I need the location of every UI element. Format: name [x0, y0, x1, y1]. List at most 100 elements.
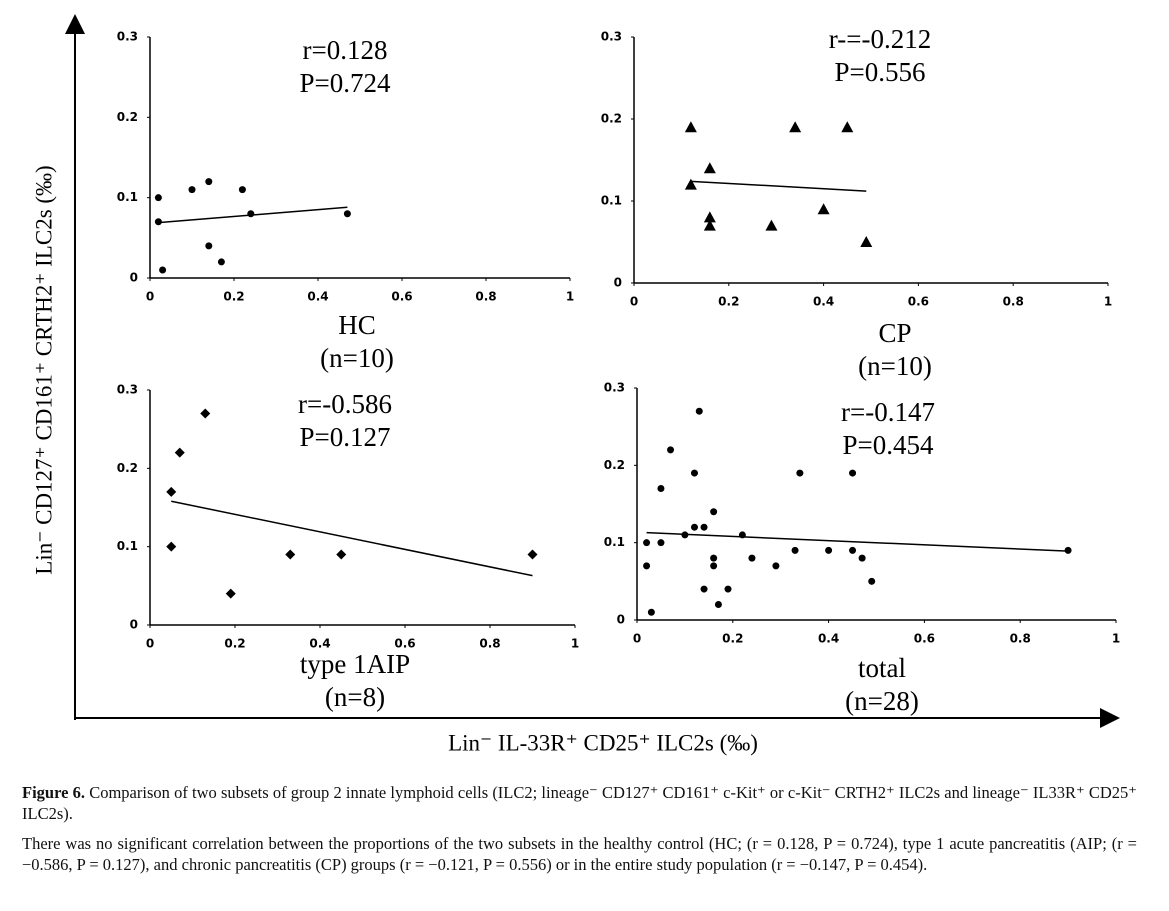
- point: [684, 178, 697, 190]
- point: [825, 546, 833, 554]
- point: [657, 539, 665, 547]
- point: [748, 554, 756, 562]
- x-tick-label: 0: [146, 637, 154, 651]
- y-tick-label: 0.1: [117, 190, 138, 204]
- point: [738, 531, 746, 539]
- x-tick-label: 0.6: [908, 295, 929, 309]
- point: [684, 121, 697, 133]
- y-tick-label: 0.3: [604, 381, 625, 395]
- point: [710, 554, 718, 562]
- x-tick-label: 0.2: [224, 637, 245, 651]
- point: [247, 210, 255, 218]
- x-tick-label: 1: [1104, 295, 1112, 309]
- point: [700, 523, 708, 531]
- point: [647, 608, 655, 616]
- y-tick-label: 0.3: [601, 30, 622, 44]
- y-tick-label: 0.1: [604, 535, 625, 549]
- x-tick-label: 0: [633, 632, 641, 646]
- n-label: (n=28): [845, 686, 919, 716]
- point: [724, 585, 732, 593]
- x-tick-label: 0.8: [1003, 295, 1024, 309]
- group-label: type 1AIP: [300, 649, 410, 679]
- p-annotation: P=0.556: [835, 57, 926, 87]
- x-tick-label: 0.4: [813, 295, 834, 309]
- point: [690, 523, 698, 531]
- point: [849, 469, 857, 477]
- point: [841, 121, 854, 133]
- point: [285, 549, 296, 560]
- point: [789, 121, 802, 133]
- x-tick-label: 1: [571, 637, 579, 651]
- x-tick-label: 0.4: [307, 290, 328, 304]
- r-annotation: r=-0.586: [298, 389, 392, 419]
- point: [643, 539, 651, 547]
- caption: Figure 6. Comparison of two subsets of g…: [22, 782, 1137, 884]
- y-tick-label: 0.2: [601, 112, 622, 126]
- point: [849, 546, 857, 554]
- x-tick-label: 0.2: [223, 290, 244, 304]
- point: [159, 266, 167, 274]
- x-tick-label: 0.4: [309, 637, 330, 651]
- caption-body: There was no significant correlation bet…: [22, 834, 1137, 874]
- y-tick-label: 0.2: [117, 110, 138, 124]
- n-label: (n=10): [858, 351, 932, 381]
- r-annotation: r-=-0.212: [829, 24, 931, 54]
- caption-title: Figure 6. Comparison of two subsets of g…: [22, 782, 1137, 824]
- x-tick-label: 0.6: [394, 637, 415, 651]
- point: [154, 194, 162, 202]
- point: [772, 562, 780, 570]
- point: [860, 236, 873, 247]
- x-tick-label: 1: [566, 290, 574, 304]
- point: [343, 210, 351, 218]
- caption-label: Figure 6.: [22, 783, 86, 802]
- point: [700, 585, 708, 593]
- point: [217, 258, 225, 266]
- p-annotation: P=0.127: [300, 422, 391, 452]
- r-annotation: r=-0.147: [841, 397, 935, 427]
- point: [174, 447, 185, 458]
- point: [817, 203, 830, 215]
- point: [188, 186, 196, 194]
- point: [690, 469, 698, 477]
- n-label: (n=10): [320, 343, 394, 373]
- y-tick-label: 0.1: [117, 539, 138, 553]
- y-tick-label: 0: [614, 276, 622, 290]
- point: [710, 508, 718, 516]
- point: [166, 486, 177, 497]
- y-tick-label: 0: [130, 271, 138, 285]
- point: [791, 546, 799, 554]
- point: [868, 577, 876, 585]
- point: [225, 588, 236, 599]
- y-tick-label: 0.2: [604, 458, 625, 472]
- point: [703, 211, 716, 223]
- trend-line: [171, 500, 533, 577]
- y-tick-label: 0: [130, 618, 138, 632]
- x-tick-label: 0.2: [722, 632, 743, 646]
- group-label: total: [858, 653, 906, 683]
- point: [154, 218, 162, 226]
- x-axis-label: Lin⁻ IL-33R⁺ CD25⁺ ILC2s (‰): [448, 730, 758, 755]
- point: [643, 562, 651, 570]
- x-tick-label: 0.8: [479, 637, 500, 651]
- point: [527, 549, 538, 560]
- point: [205, 242, 213, 250]
- point: [703, 219, 716, 231]
- point: [336, 549, 347, 560]
- group-label: HC: [338, 310, 376, 340]
- point: [238, 186, 246, 194]
- point: [858, 554, 866, 562]
- y-axis-label: Lin⁻ CD127⁺ CD161⁺ CRTH2⁺ ILC2s (‰): [31, 165, 56, 574]
- group-label: CP: [878, 318, 911, 348]
- r-annotation: r=0.128: [303, 35, 388, 65]
- point: [703, 162, 716, 174]
- x-tick-label: 0.2: [718, 295, 739, 309]
- x-tick-label: 0.8: [475, 290, 496, 304]
- point: [681, 531, 689, 539]
- x-tick-label: 0.6: [391, 290, 412, 304]
- caption-text: Comparison of two subsets of group 2 inn…: [22, 783, 1137, 823]
- point: [205, 178, 213, 186]
- point: [714, 601, 722, 609]
- x-tick-label: 0.8: [1010, 632, 1031, 646]
- point: [765, 219, 778, 231]
